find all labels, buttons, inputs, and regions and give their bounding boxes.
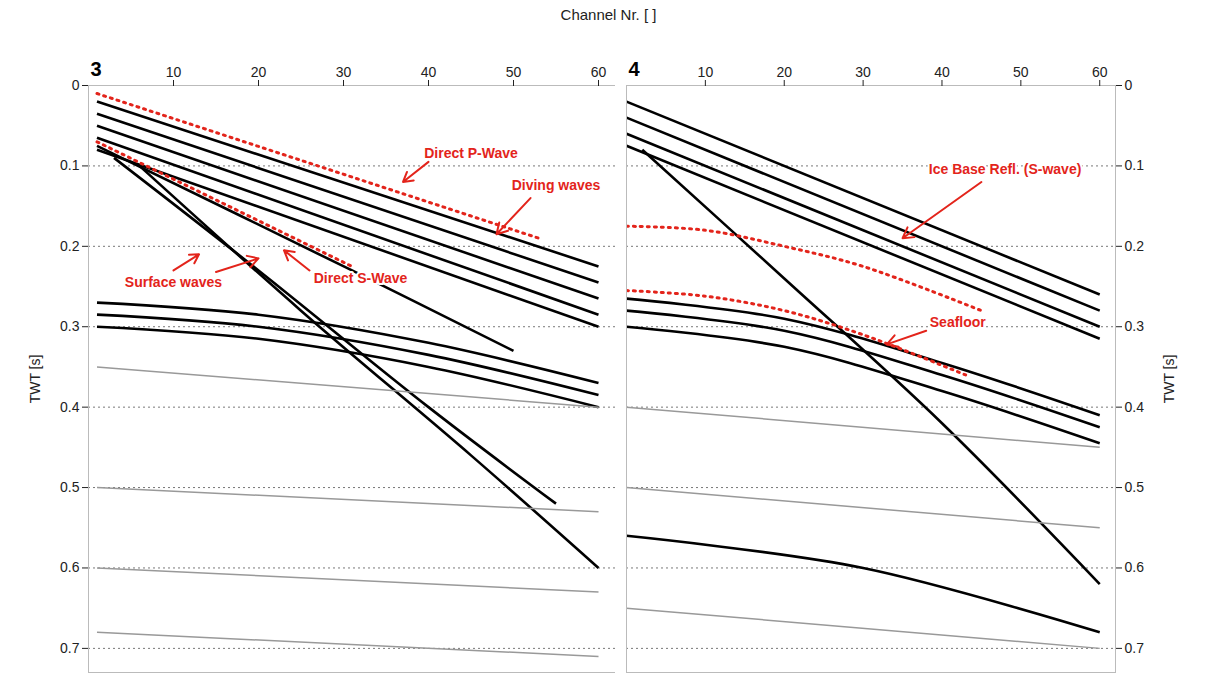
svg-text:0.5: 0.5 [1125, 479, 1145, 495]
svg-text:0.4: 0.4 [60, 399, 80, 415]
svg-text:4: 4 [629, 58, 641, 80]
svg-text:0.6: 0.6 [1125, 559, 1145, 575]
svg-text:0.2: 0.2 [60, 238, 80, 254]
svg-text:30: 30 [855, 64, 871, 80]
svg-text:20: 20 [776, 64, 792, 80]
svg-text:0.3: 0.3 [60, 318, 80, 334]
html-text:Channel Nr. [ ]: Channel Nr. [ ] [560, 6, 657, 23]
svg-text:20: 20 [251, 64, 267, 80]
svg-text:Ice Base Refl. (S-wave): Ice Base Refl. (S-wave) [929, 161, 1082, 177]
svg-text:0.7: 0.7 [1125, 640, 1145, 656]
svg-text:0.5: 0.5 [60, 479, 80, 495]
svg-text:0.6: 0.6 [60, 559, 80, 575]
svg-text:40: 40 [934, 64, 950, 80]
svg-text:10: 10 [698, 64, 714, 80]
svg-text:50: 50 [1013, 64, 1029, 80]
svg-text:TWT [s]: TWT [s] [27, 355, 43, 404]
svg-text:0.2: 0.2 [1125, 238, 1145, 254]
svg-text:3: 3 [91, 58, 102, 80]
svg-text:0.1: 0.1 [60, 157, 80, 173]
svg-text:Surface waves: Surface waves [125, 274, 222, 290]
svg-text:TWT [s]: TWT [s] [1161, 355, 1177, 404]
svg-text:Direct P-Wave: Direct P-Wave [424, 145, 518, 161]
svg-text:0: 0 [1125, 77, 1133, 93]
svg-text:60: 60 [1092, 64, 1108, 80]
svg-text:0.4: 0.4 [1125, 399, 1145, 415]
svg-text:Seafloor: Seafloor [930, 314, 987, 330]
svg-text:0.1: 0.1 [1125, 157, 1145, 173]
svg-text:Direct S-Wave: Direct S-Wave [314, 270, 408, 286]
svg-text:0.3: 0.3 [1125, 318, 1145, 334]
svg-text:0: 0 [72, 77, 80, 93]
svg-text:60: 60 [591, 64, 607, 80]
svg-text:30: 30 [336, 64, 352, 80]
svg-text:10: 10 [166, 64, 182, 80]
svg-text:50: 50 [506, 64, 522, 80]
svg-text:40: 40 [421, 64, 437, 80]
svg-text:Diving waves: Diving waves [512, 177, 601, 193]
svg-text:0.7: 0.7 [60, 640, 80, 656]
